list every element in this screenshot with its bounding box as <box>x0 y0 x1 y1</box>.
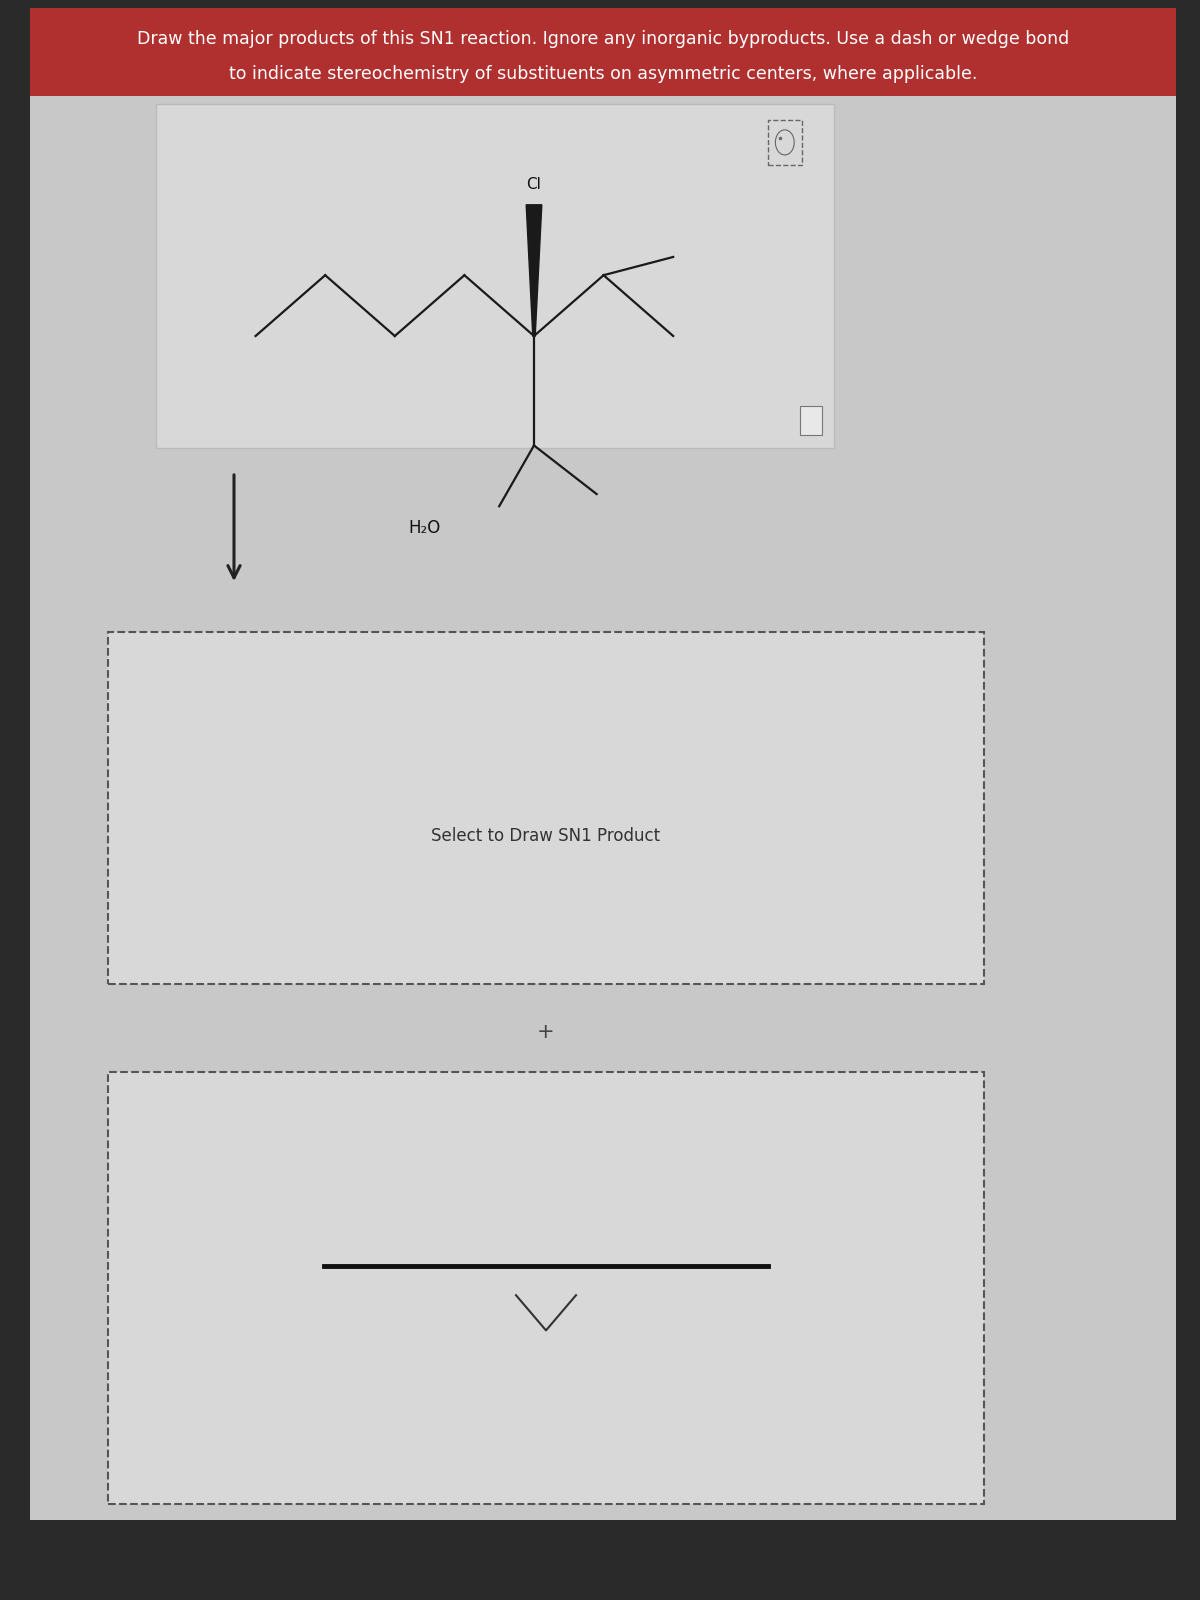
Text: Select to Draw SN1 Product: Select to Draw SN1 Product <box>432 827 660 845</box>
Text: Cl: Cl <box>527 178 541 192</box>
Polygon shape <box>527 205 542 336</box>
Bar <box>768 120 802 165</box>
Bar <box>800 406 822 435</box>
Bar <box>156 104 834 448</box>
Bar <box>30 8 1176 96</box>
Bar <box>108 632 984 984</box>
Text: to indicate stereochemistry of substituents on asymmetric centers, where applica: to indicate stereochemistry of substitue… <box>229 66 977 83</box>
Text: H₂O: H₂O <box>408 518 440 538</box>
Text: +: + <box>538 1022 554 1042</box>
Bar <box>108 1072 984 1504</box>
Text: Draw the major products of this SN1 reaction. Ignore any inorganic byproducts. U: Draw the major products of this SN1 reac… <box>137 30 1069 48</box>
